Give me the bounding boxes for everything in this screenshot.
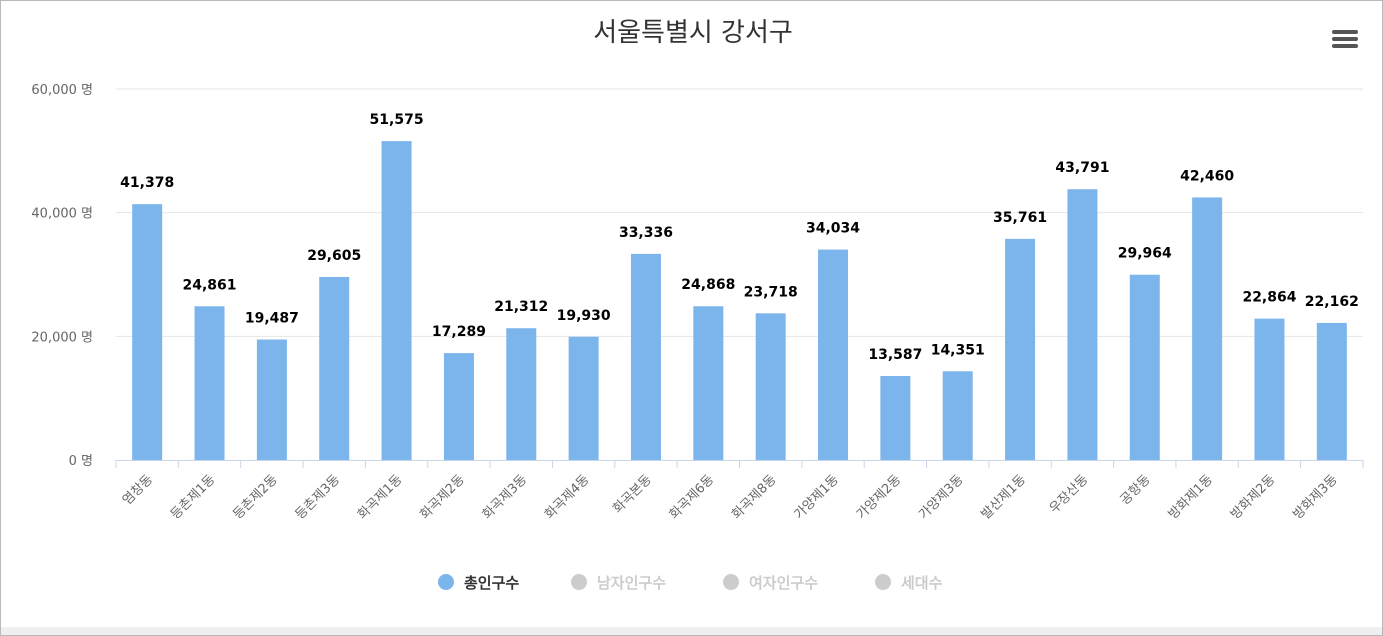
data-label: 19,487 [245, 311, 299, 327]
bar[interactable] [1254, 318, 1285, 460]
bar[interactable] [693, 306, 724, 460]
x-tick-label: 방화제1동 [1166, 472, 1216, 522]
data-label: 19,930 [557, 308, 611, 324]
legend-item[interactable]: 여자인구수 [749, 574, 818, 592]
x-tick-label: 방화제2동 [1228, 472, 1278, 522]
x-tick-label: 화곡본동 [610, 472, 654, 516]
x-tick-label: 화곡제8동 [729, 472, 779, 522]
bar[interactable] [1067, 189, 1098, 460]
data-label: 23,718 [744, 284, 798, 300]
bar[interactable] [194, 306, 225, 460]
data-label: 22,162 [1305, 294, 1359, 310]
data-label: 29,605 [307, 248, 361, 264]
x-tick-label: 화곡제6동 [667, 472, 717, 522]
bar[interactable] [1005, 238, 1036, 460]
legend-item[interactable]: 세대수 [901, 574, 943, 592]
bar[interactable] [443, 353, 474, 460]
bar[interactable] [818, 249, 849, 460]
bar[interactable] [1316, 322, 1347, 460]
data-label: 21,312 [494, 299, 548, 315]
bar[interactable] [1192, 197, 1223, 460]
bar[interactable] [319, 276, 350, 460]
data-label: 14,351 [931, 342, 985, 358]
x-tick-label: 등촌제2동 [230, 472, 280, 522]
x-tick-label: 우장산동 [1047, 472, 1091, 516]
data-label: 35,761 [993, 210, 1047, 226]
y-tick-label: 40,000 명 [31, 207, 93, 222]
x-tick-label: 발산제1동 [979, 472, 1029, 522]
x-tick-label: 화곡제2동 [417, 472, 467, 522]
data-label: 24,861 [183, 277, 237, 293]
data-label: 34,034 [806, 221, 860, 237]
data-label: 51,575 [370, 112, 424, 128]
legend-marker[interactable] [438, 574, 454, 590]
data-label: 13,587 [868, 347, 922, 363]
data-label: 42,460 [1180, 168, 1234, 184]
legend-marker[interactable] [571, 574, 587, 590]
x-tick-label: 가양제2동 [854, 472, 904, 522]
data-label: 43,791 [1055, 160, 1109, 176]
bottom-strip [1, 627, 1382, 635]
legend-item[interactable]: 남자인구수 [597, 574, 666, 592]
x-tick-label: 염창동 [120, 472, 156, 508]
legend-marker[interactable] [875, 574, 891, 590]
data-label: 41,378 [120, 175, 174, 191]
bar[interactable] [1129, 274, 1160, 460]
data-label: 17,289 [432, 324, 486, 340]
x-tick-label: 화곡제3동 [480, 472, 530, 522]
bar[interactable] [942, 371, 973, 460]
data-label: 22,864 [1242, 290, 1296, 306]
hamburger-menu-icon [1332, 30, 1358, 34]
x-tick-label: 화곡제4동 [542, 472, 592, 522]
legend-marker[interactable] [723, 574, 739, 590]
legend-item[interactable]: 총인구수 [464, 574, 519, 592]
y-tick-label: 60,000 명 [31, 83, 93, 98]
bar[interactable] [880, 375, 911, 460]
data-label: 29,964 [1118, 246, 1172, 262]
x-tick-label: 화곡제1동 [355, 472, 405, 522]
x-tick-label: 가양제3동 [916, 472, 966, 522]
x-tick-label: 가양제1동 [792, 472, 842, 522]
bar[interactable] [132, 204, 163, 460]
x-tick-label: 등촌제1동 [168, 472, 218, 522]
x-tick-label: 등촌제3동 [293, 472, 343, 522]
bar[interactable] [381, 141, 412, 460]
y-tick-label: 0 명 [69, 454, 93, 469]
x-tick-label: 방화제3동 [1290, 472, 1340, 522]
bar[interactable] [568, 336, 599, 460]
data-label: 24,868 [681, 277, 735, 293]
bar[interactable] [506, 328, 537, 460]
chart-title: 서울특별시 강서구 [593, 18, 793, 48]
chart-menu-button[interactable] [1331, 27, 1359, 51]
y-tick-label: 20,000 명 [31, 330, 93, 345]
bar[interactable] [630, 253, 661, 460]
bar[interactable] [256, 339, 287, 460]
data-label: 33,336 [619, 225, 673, 241]
x-tick-label: 공항동 [1118, 472, 1154, 508]
bar[interactable] [755, 313, 786, 460]
